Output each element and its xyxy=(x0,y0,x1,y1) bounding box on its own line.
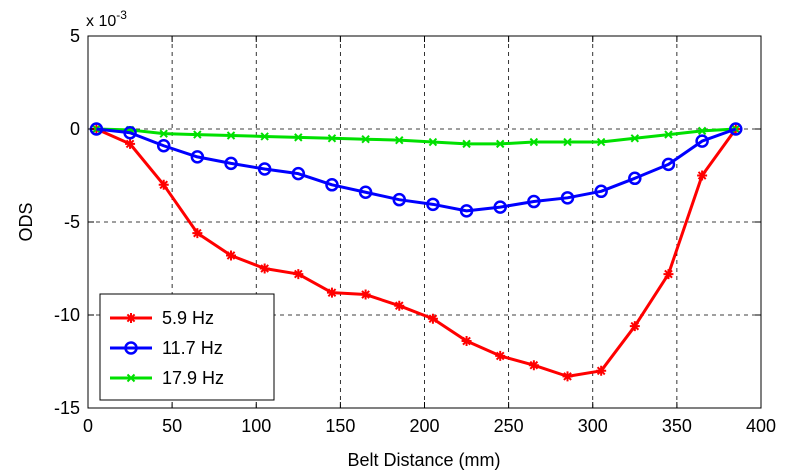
data-point xyxy=(629,321,640,332)
y-tick-label: -15 xyxy=(54,398,80,418)
data-point xyxy=(326,287,337,298)
x-tick-label: 350 xyxy=(662,416,692,436)
data-point xyxy=(563,137,572,147)
series-2 xyxy=(92,124,740,149)
x-axis-label: Belt Distance (mm) xyxy=(347,450,500,470)
x-tick-label: 100 xyxy=(241,416,271,436)
series-line xyxy=(95,127,737,378)
x-tick-label: 300 xyxy=(578,416,608,436)
legend: 5.9 Hz 11.7 Hz 17.9 Hz xyxy=(99,293,275,401)
x-tick-label: 200 xyxy=(409,416,439,436)
y-tick-label: 0 xyxy=(70,119,80,139)
legend-swatch-marker xyxy=(126,373,136,383)
data-point xyxy=(630,134,640,143)
data-point xyxy=(358,185,373,199)
x-tick-label: 150 xyxy=(325,416,355,436)
data-point xyxy=(428,137,438,147)
data-point xyxy=(426,197,440,212)
legend-entry: 11.7 Hz xyxy=(110,338,223,358)
data-point xyxy=(664,130,673,139)
data-point xyxy=(697,126,707,136)
data-point xyxy=(560,191,575,205)
data-point xyxy=(325,178,339,192)
data-point xyxy=(190,150,205,164)
data-point xyxy=(257,162,272,176)
data-point xyxy=(158,179,169,190)
data-point xyxy=(729,122,743,136)
legend-entry: 17.9 Hz xyxy=(110,368,224,388)
data-point xyxy=(529,137,539,147)
data-point xyxy=(596,137,606,147)
data-point xyxy=(528,360,539,371)
legend-label: 5.9 Hz xyxy=(162,308,214,328)
data-point xyxy=(695,134,709,148)
data-point xyxy=(291,166,306,181)
grid-lines xyxy=(88,36,761,408)
data-point xyxy=(697,170,708,181)
series-1 xyxy=(89,122,743,218)
data-point xyxy=(628,171,642,186)
data-point xyxy=(360,289,371,300)
series-layer xyxy=(89,122,743,382)
x-tick-label: 50 xyxy=(162,416,182,436)
data-point xyxy=(527,194,541,209)
data-point xyxy=(462,139,471,149)
x-tick-label: 250 xyxy=(494,416,524,436)
series-line xyxy=(96,127,736,146)
data-point xyxy=(293,269,304,280)
data-point xyxy=(260,132,269,141)
series-0 xyxy=(91,124,741,382)
y-tick-label: -5 xyxy=(64,212,80,232)
data-point xyxy=(594,184,608,199)
data-point xyxy=(493,200,507,214)
legend-entry: 5.9 Hz xyxy=(110,308,214,328)
legend-swatch-marker xyxy=(124,341,138,355)
data-point xyxy=(226,250,237,261)
data-point xyxy=(123,125,137,140)
data-point xyxy=(427,313,438,324)
data-point xyxy=(663,269,674,280)
data-point xyxy=(461,336,472,347)
data-point xyxy=(259,263,270,274)
legend-label: 11.7 Hz xyxy=(162,338,223,358)
data-point xyxy=(327,134,337,143)
data-point xyxy=(156,138,171,153)
data-point xyxy=(125,138,136,149)
data-point xyxy=(496,139,505,149)
data-point xyxy=(495,350,506,361)
y-tick-label: 5 xyxy=(70,26,80,46)
data-point xyxy=(226,131,236,140)
x-tick-label: 400 xyxy=(746,416,776,436)
data-point xyxy=(562,371,573,382)
y-axis-label: ODS xyxy=(16,202,36,241)
data-point xyxy=(159,129,168,138)
data-point xyxy=(596,365,607,376)
data-point xyxy=(193,130,202,139)
data-point xyxy=(294,133,303,142)
data-point xyxy=(661,157,676,172)
legend-label: 17.9 Hz xyxy=(162,368,224,388)
data-point xyxy=(392,192,407,207)
legend-swatch-marker xyxy=(126,313,136,323)
data-point xyxy=(361,135,370,144)
data-point xyxy=(224,156,238,171)
data-point xyxy=(459,204,474,218)
y-tick-label: -10 xyxy=(54,305,80,325)
y-multiplier: x 10-3 xyxy=(86,8,127,30)
data-point xyxy=(192,228,203,239)
data-point xyxy=(394,300,405,311)
x-tick-label: 0 xyxy=(83,416,93,436)
data-point xyxy=(395,135,404,145)
